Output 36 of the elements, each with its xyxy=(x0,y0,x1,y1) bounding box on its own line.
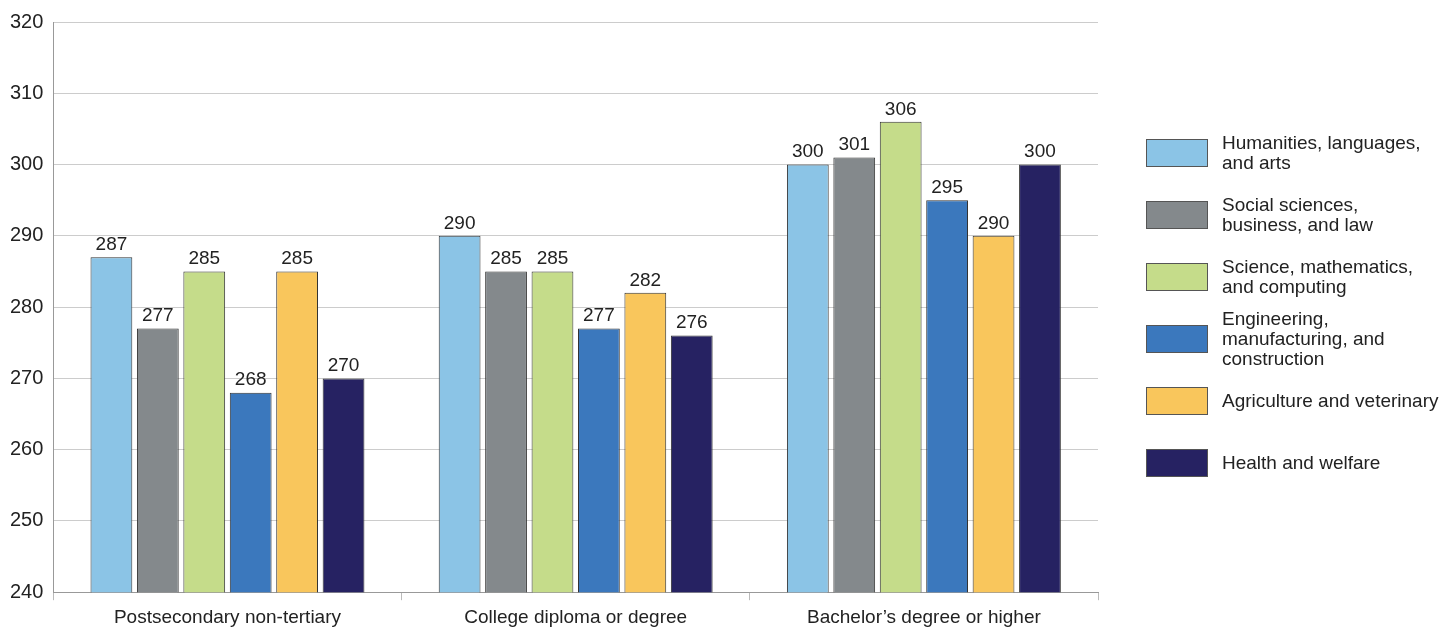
y-tick-label: 240 xyxy=(9,579,44,602)
x-tick-label: Postsecondary non-tertiary xyxy=(113,605,342,627)
data-label: 300 xyxy=(791,140,824,162)
data-label: 282 xyxy=(629,268,662,290)
y-tick-label: 320 xyxy=(9,9,44,32)
data-label: 277 xyxy=(141,304,174,326)
data-label: 290 xyxy=(443,211,476,233)
x-tick-label: College diploma or degree xyxy=(464,605,688,627)
data-label: 290 xyxy=(977,211,1010,233)
data-label: 285 xyxy=(188,247,221,269)
legend-label: Humanities, languages, and arts xyxy=(1222,132,1422,173)
data-label: 276 xyxy=(675,311,708,333)
data-label: 270 xyxy=(327,354,360,376)
data-label: 277 xyxy=(583,304,615,326)
data-label: 295 xyxy=(931,175,963,197)
y-tick-label: 270 xyxy=(9,365,44,388)
y-tick-label: 260 xyxy=(9,437,44,460)
y-tick-label: 280 xyxy=(9,294,44,317)
data-label: 285 xyxy=(490,247,522,269)
x-tick-label: Bachelor’s degree or higher xyxy=(807,605,1042,627)
data-label: 306 xyxy=(884,97,917,119)
legend-label: Engineering, manufacturing, and construction xyxy=(1222,308,1386,369)
legend-label: Science, mathematics, and computing xyxy=(1222,256,1415,297)
y-tick-label: 290 xyxy=(9,223,44,246)
data-label: 300 xyxy=(1024,140,1056,162)
legend-label: Health and welfare xyxy=(1222,452,1381,473)
legend-label: Social sciences, business, and law xyxy=(1222,194,1375,235)
legend-label: Agriculture and veterinary xyxy=(1222,390,1439,411)
data-label: 285 xyxy=(281,247,313,269)
y-tick-label: 310 xyxy=(9,80,44,103)
y-tick-label: 250 xyxy=(9,508,44,531)
data-label: 287 xyxy=(95,232,128,254)
data-label: 285 xyxy=(536,247,569,269)
data-label: 301 xyxy=(838,133,871,155)
y-tick-label: 300 xyxy=(9,152,44,175)
data-label: 268 xyxy=(234,368,267,390)
